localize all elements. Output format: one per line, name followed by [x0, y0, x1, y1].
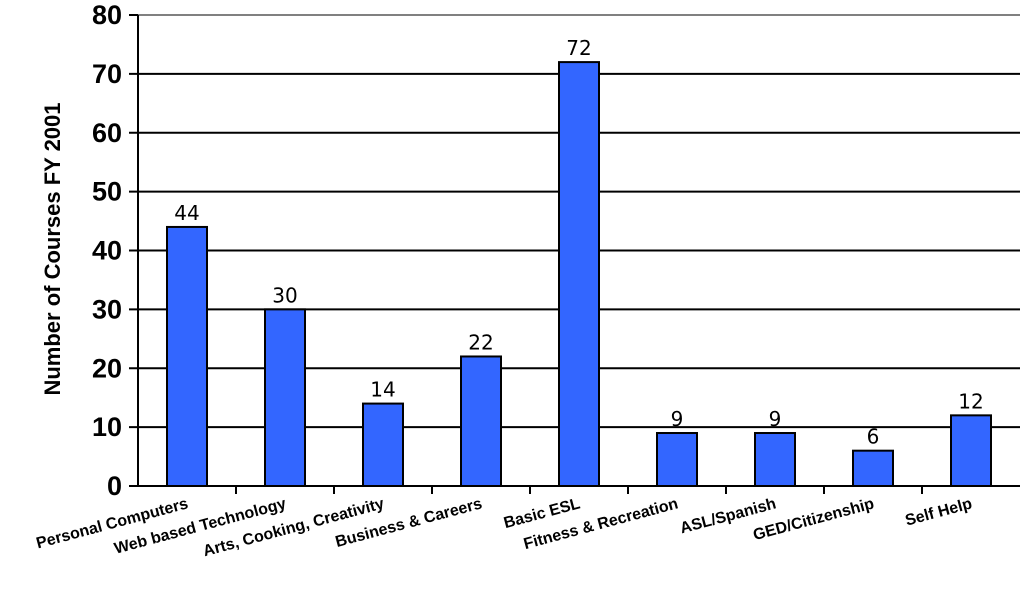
value-label: 12	[958, 389, 983, 413]
y-tick-label: 60	[92, 118, 122, 148]
bar	[460, 355, 502, 487]
y-tick-label: 30	[92, 294, 122, 324]
y-tick-label: 70	[92, 59, 122, 89]
y-tick-label: 80	[92, 0, 122, 30]
value-label: 30	[272, 283, 297, 307]
category-label: Self Help	[903, 495, 974, 529]
value-labels: 44 30 14 22 72 9 9 6 12	[174, 36, 983, 449]
value-label: 9	[769, 407, 782, 431]
bar	[950, 414, 992, 488]
value-label: 72	[566, 36, 591, 60]
value-label: 14	[370, 378, 395, 402]
y-axis-label: Number of Courses FY 2001	[40, 102, 65, 395]
bars	[166, 61, 992, 488]
y-tick-label: 40	[92, 236, 122, 266]
axes	[129, 14, 1020, 494]
y-tick-label: 10	[92, 412, 122, 442]
value-label: 44	[174, 201, 199, 225]
bar	[362, 402, 404, 488]
y-tick-label: 50	[92, 177, 122, 207]
bar	[852, 449, 894, 487]
y-tick-label: 0	[107, 471, 122, 501]
y-tick-labels: 0 10 20 30 40 50 60 70 80	[92, 0, 122, 501]
bar	[166, 225, 208, 487]
value-label: 9	[671, 407, 684, 431]
bar	[754, 432, 796, 488]
bar	[656, 432, 698, 488]
value-label: 6	[867, 425, 880, 449]
y-tick-label: 20	[92, 353, 122, 383]
bar	[264, 308, 306, 487]
value-label: 22	[468, 330, 493, 354]
bar	[558, 61, 600, 487]
